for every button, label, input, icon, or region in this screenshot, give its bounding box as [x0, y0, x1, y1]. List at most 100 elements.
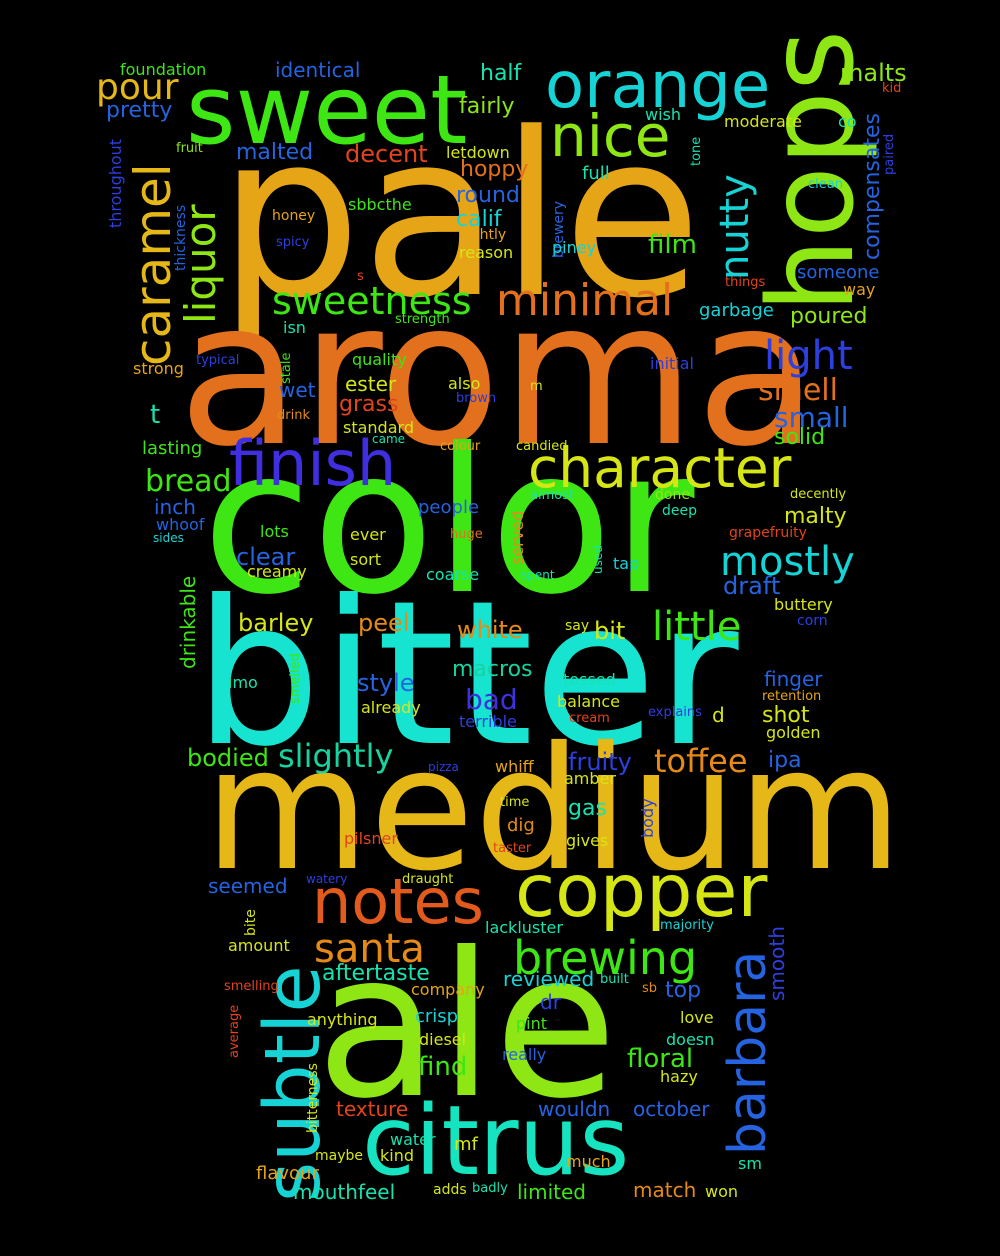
- word: ester: [345, 372, 397, 396]
- word: golden: [766, 723, 821, 742]
- word: wouldn: [538, 1097, 611, 1121]
- word: small: [774, 401, 849, 434]
- word: used: [591, 545, 605, 574]
- word: company: [411, 980, 485, 999]
- word: much: [566, 1152, 611, 1171]
- word: grapefruity: [729, 525, 807, 541]
- word: fruit: [176, 141, 203, 156]
- word: macros: [452, 657, 533, 682]
- word: medium: [204, 711, 903, 909]
- word: sort: [350, 550, 381, 569]
- word: gives: [566, 831, 609, 850]
- word: d: [712, 703, 725, 727]
- word: slightly: [278, 737, 394, 775]
- word: kid: [882, 81, 902, 96]
- word: honey: [272, 208, 316, 224]
- word: wet: [279, 378, 316, 402]
- word: top: [665, 978, 702, 1003]
- word: whoof: [156, 515, 205, 534]
- word: spent: [521, 568, 555, 582]
- word: drinkable: [176, 575, 200, 669]
- word: seemed: [208, 874, 288, 898]
- word: smooth: [765, 926, 789, 1001]
- word: toffee: [654, 742, 748, 780]
- word: draught: [402, 872, 454, 887]
- word: decent: [345, 140, 428, 168]
- word: pour: [96, 67, 179, 108]
- word: things: [725, 275, 766, 290]
- word: garbage: [699, 300, 774, 321]
- word: typical: [196, 353, 240, 368]
- word: balance: [557, 692, 620, 711]
- word: terrible: [459, 712, 517, 731]
- word: flavour: [256, 1163, 319, 1184]
- word: moderate: [724, 112, 802, 131]
- word: thickness: [173, 204, 189, 271]
- word: done: [655, 487, 690, 503]
- word: huge: [450, 527, 483, 542]
- word: pizza: [428, 760, 459, 774]
- word: won: [705, 1182, 739, 1201]
- word: finish: [229, 427, 397, 500]
- word: ale: [316, 910, 618, 1143]
- word: creamy: [247, 562, 307, 581]
- word: hoppy: [460, 157, 529, 182]
- word: caramel: [124, 163, 182, 366]
- word: drink: [277, 408, 310, 423]
- word: compensates: [860, 113, 885, 260]
- word: strong: [133, 359, 184, 378]
- word: shot: [762, 703, 810, 728]
- word: reviewed: [503, 967, 595, 991]
- word: white: [457, 616, 523, 644]
- word: served: [508, 510, 527, 565]
- word: smelling: [224, 979, 279, 994]
- word: standard: [343, 418, 414, 437]
- word: came: [372, 432, 406, 446]
- word: strength: [395, 312, 450, 327]
- word: grass: [339, 392, 399, 417]
- word: sweet: [186, 56, 468, 166]
- word: full: [582, 163, 610, 184]
- word: dr: [540, 990, 561, 1014]
- word: watery: [306, 872, 348, 886]
- word: film: [648, 230, 697, 260]
- word: mouthfeel: [293, 1180, 396, 1204]
- word: nice: [550, 102, 671, 170]
- word: finger: [764, 667, 823, 691]
- word: spicy: [276, 235, 310, 250]
- word: co: [838, 112, 857, 131]
- word: lots: [260, 522, 289, 541]
- word: love: [680, 1008, 714, 1027]
- word: foundation: [120, 60, 207, 79]
- word: already: [361, 698, 421, 717]
- word: barley: [238, 609, 314, 637]
- word: ipa: [768, 748, 802, 773]
- word: maybe: [315, 1148, 364, 1164]
- word: texture: [336, 1097, 409, 1121]
- word: clear: [236, 543, 296, 571]
- word: character: [528, 436, 792, 500]
- word: adds: [433, 1182, 467, 1198]
- word: s: [357, 269, 364, 284]
- word: brewing: [513, 931, 698, 985]
- word: lackluster: [485, 918, 563, 937]
- word: m: [530, 379, 543, 394]
- word: deep: [662, 503, 697, 519]
- word: t: [150, 400, 161, 430]
- word: sbbcthe: [348, 195, 412, 214]
- word: inch: [154, 495, 196, 519]
- word: malts: [840, 59, 907, 87]
- word: smelled: [288, 653, 303, 704]
- word: taster: [493, 841, 532, 856]
- word: coarse: [426, 565, 480, 584]
- word: malty: [784, 504, 847, 529]
- word: aftertaste: [322, 961, 430, 986]
- word: sm: [738, 1154, 762, 1173]
- word: find: [418, 1052, 468, 1082]
- word: really: [502, 1045, 547, 1064]
- word: colour: [440, 439, 481, 454]
- word: style: [357, 669, 415, 697]
- word: peel: [358, 609, 410, 637]
- word: floral: [627, 1044, 694, 1074]
- word: doesn: [666, 1030, 715, 1049]
